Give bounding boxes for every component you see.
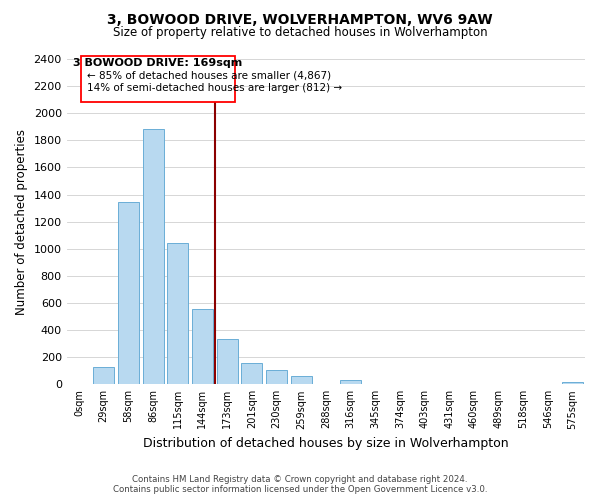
Text: Contains public sector information licensed under the Open Government Licence v3: Contains public sector information licen… [113, 485, 487, 494]
Text: 3 BOWOOD DRIVE: 169sqm: 3 BOWOOD DRIVE: 169sqm [73, 58, 242, 68]
Text: Contains HM Land Registry data © Crown copyright and database right 2024.: Contains HM Land Registry data © Crown c… [132, 475, 468, 484]
Bar [118, 202, 139, 384]
Bar [167, 242, 188, 384]
Bar [217, 339, 238, 384]
Bar [93, 368, 114, 384]
X-axis label: Distribution of detached houses by size in Wolverhampton: Distribution of detached houses by size … [143, 437, 509, 450]
Text: 3, BOWOOD DRIVE, WOLVERHAMPTON, WV6 9AW: 3, BOWOOD DRIVE, WOLVERHAMPTON, WV6 9AW [107, 12, 493, 26]
Text: Size of property relative to detached houses in Wolverhampton: Size of property relative to detached ho… [113, 26, 487, 39]
Text: ← 85% of detached houses are smaller (4,867): ← 85% of detached houses are smaller (4,… [87, 70, 331, 81]
Bar [266, 370, 287, 384]
Y-axis label: Number of detached properties: Number of detached properties [15, 128, 28, 314]
Bar [241, 362, 262, 384]
Bar [192, 309, 213, 384]
Bar [340, 380, 361, 384]
Bar [143, 130, 164, 384]
Text: 14% of semi-detached houses are larger (812) →: 14% of semi-detached houses are larger (… [87, 83, 342, 93]
Bar [562, 382, 583, 384]
Bar [290, 376, 311, 384]
